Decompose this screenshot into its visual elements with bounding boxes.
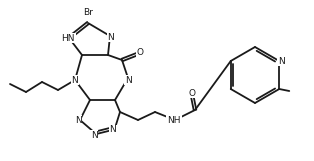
Text: N: N [108,33,114,42]
Text: N: N [91,131,97,139]
Text: NH: NH [167,115,181,124]
Text: N: N [125,76,131,85]
Text: N: N [278,57,284,66]
Text: N: N [75,115,81,124]
Text: O: O [188,89,196,98]
Text: HN: HN [61,33,75,43]
Text: N: N [72,76,78,85]
Text: O: O [137,47,143,57]
Text: N: N [110,126,116,134]
Text: Br: Br [83,8,93,16]
